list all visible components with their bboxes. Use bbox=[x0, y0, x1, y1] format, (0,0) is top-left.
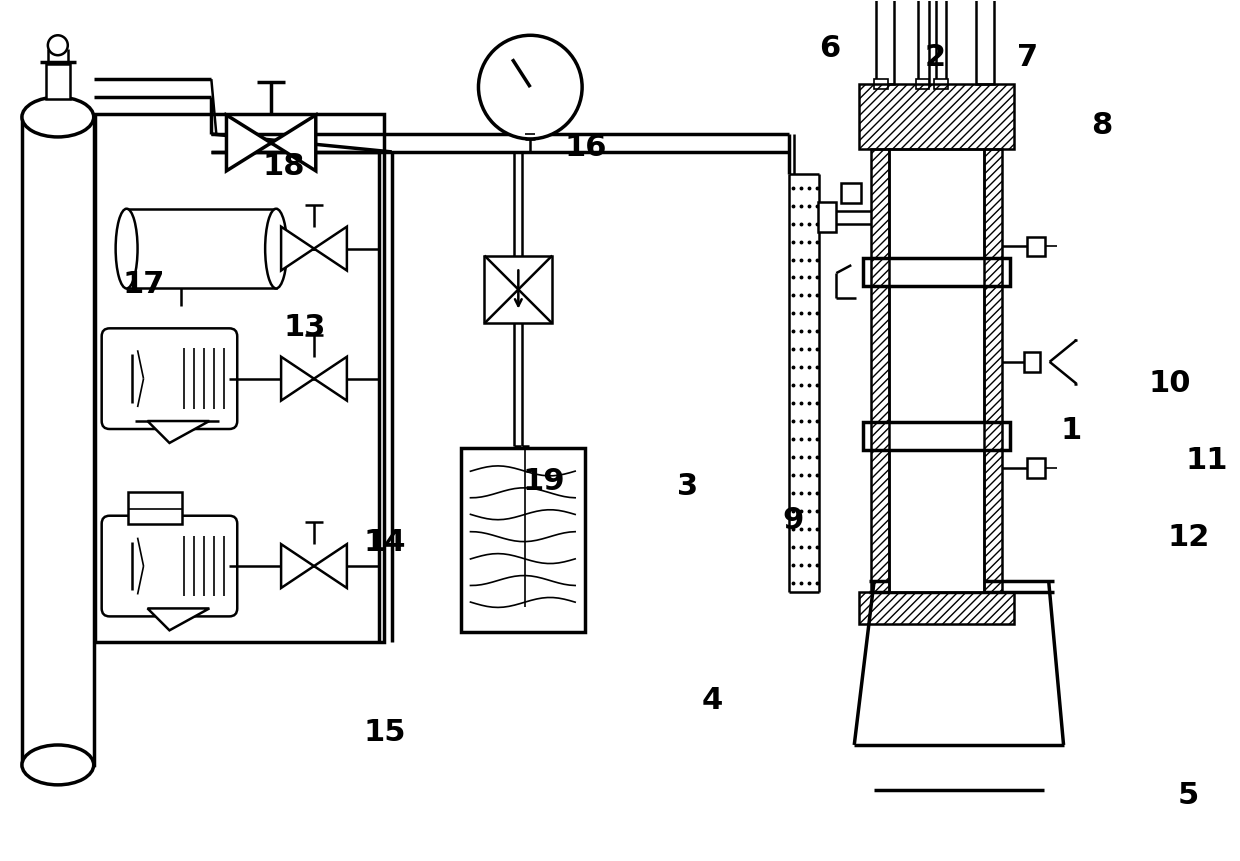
Bar bbox=[859, 592, 1014, 624]
Ellipse shape bbox=[115, 208, 138, 288]
Polygon shape bbox=[272, 115, 316, 170]
Polygon shape bbox=[281, 544, 314, 588]
Bar bbox=[863, 258, 1009, 286]
Bar bbox=[872, 149, 889, 592]
Ellipse shape bbox=[22, 745, 94, 785]
Bar bbox=[460, 448, 585, 632]
Bar bbox=[46, 65, 69, 99]
Bar bbox=[983, 149, 1002, 592]
Polygon shape bbox=[314, 356, 347, 400]
Bar bbox=[983, 149, 1002, 592]
Bar bbox=[889, 149, 983, 592]
Text: 2: 2 bbox=[925, 43, 946, 71]
Text: 1: 1 bbox=[1060, 416, 1081, 445]
Bar bbox=[859, 592, 1014, 624]
Bar bbox=[877, 0, 894, 84]
Text: 18: 18 bbox=[263, 152, 305, 181]
Polygon shape bbox=[148, 609, 210, 630]
Circle shape bbox=[479, 35, 582, 139]
Bar bbox=[859, 84, 1014, 149]
Bar bbox=[872, 149, 889, 592]
Bar bbox=[841, 183, 862, 203]
Bar bbox=[918, 0, 930, 84]
Text: 3: 3 bbox=[677, 472, 698, 501]
Text: 13: 13 bbox=[284, 313, 326, 342]
Bar bbox=[915, 79, 930, 89]
Bar bbox=[1024, 352, 1039, 372]
Bar bbox=[128, 492, 182, 523]
Text: 9: 9 bbox=[782, 506, 804, 536]
Bar bbox=[863, 422, 1009, 450]
Bar bbox=[936, 0, 946, 84]
Text: 17: 17 bbox=[123, 270, 165, 299]
Bar bbox=[485, 256, 552, 324]
FancyBboxPatch shape bbox=[102, 516, 237, 616]
Text: 16: 16 bbox=[564, 133, 606, 162]
Ellipse shape bbox=[22, 97, 94, 137]
Text: 8: 8 bbox=[1091, 111, 1112, 140]
Text: 14: 14 bbox=[363, 528, 407, 556]
Bar bbox=[935, 79, 949, 89]
FancyBboxPatch shape bbox=[102, 328, 237, 429]
Circle shape bbox=[48, 35, 68, 55]
Polygon shape bbox=[281, 226, 314, 270]
Text: 10: 10 bbox=[1148, 369, 1192, 398]
Ellipse shape bbox=[265, 208, 288, 288]
Text: 19: 19 bbox=[522, 468, 564, 497]
Bar bbox=[126, 208, 277, 288]
Bar bbox=[1027, 458, 1044, 478]
Text: 15: 15 bbox=[363, 718, 407, 747]
Text: 6: 6 bbox=[820, 34, 841, 63]
Polygon shape bbox=[314, 226, 347, 270]
Polygon shape bbox=[227, 115, 272, 170]
Bar bbox=[976, 0, 993, 84]
Text: 11: 11 bbox=[1185, 446, 1229, 475]
Text: 12: 12 bbox=[1167, 523, 1210, 552]
Text: 7: 7 bbox=[1017, 43, 1038, 71]
Polygon shape bbox=[314, 544, 347, 588]
Polygon shape bbox=[281, 356, 314, 400]
Bar bbox=[818, 202, 836, 232]
Bar bbox=[22, 117, 94, 765]
Bar bbox=[859, 84, 1014, 149]
Bar bbox=[874, 79, 888, 89]
Text: 5: 5 bbox=[1178, 781, 1199, 809]
Polygon shape bbox=[148, 421, 210, 443]
Text: 4: 4 bbox=[702, 686, 723, 715]
Bar bbox=[1027, 237, 1044, 257]
Bar bbox=[94, 114, 383, 642]
